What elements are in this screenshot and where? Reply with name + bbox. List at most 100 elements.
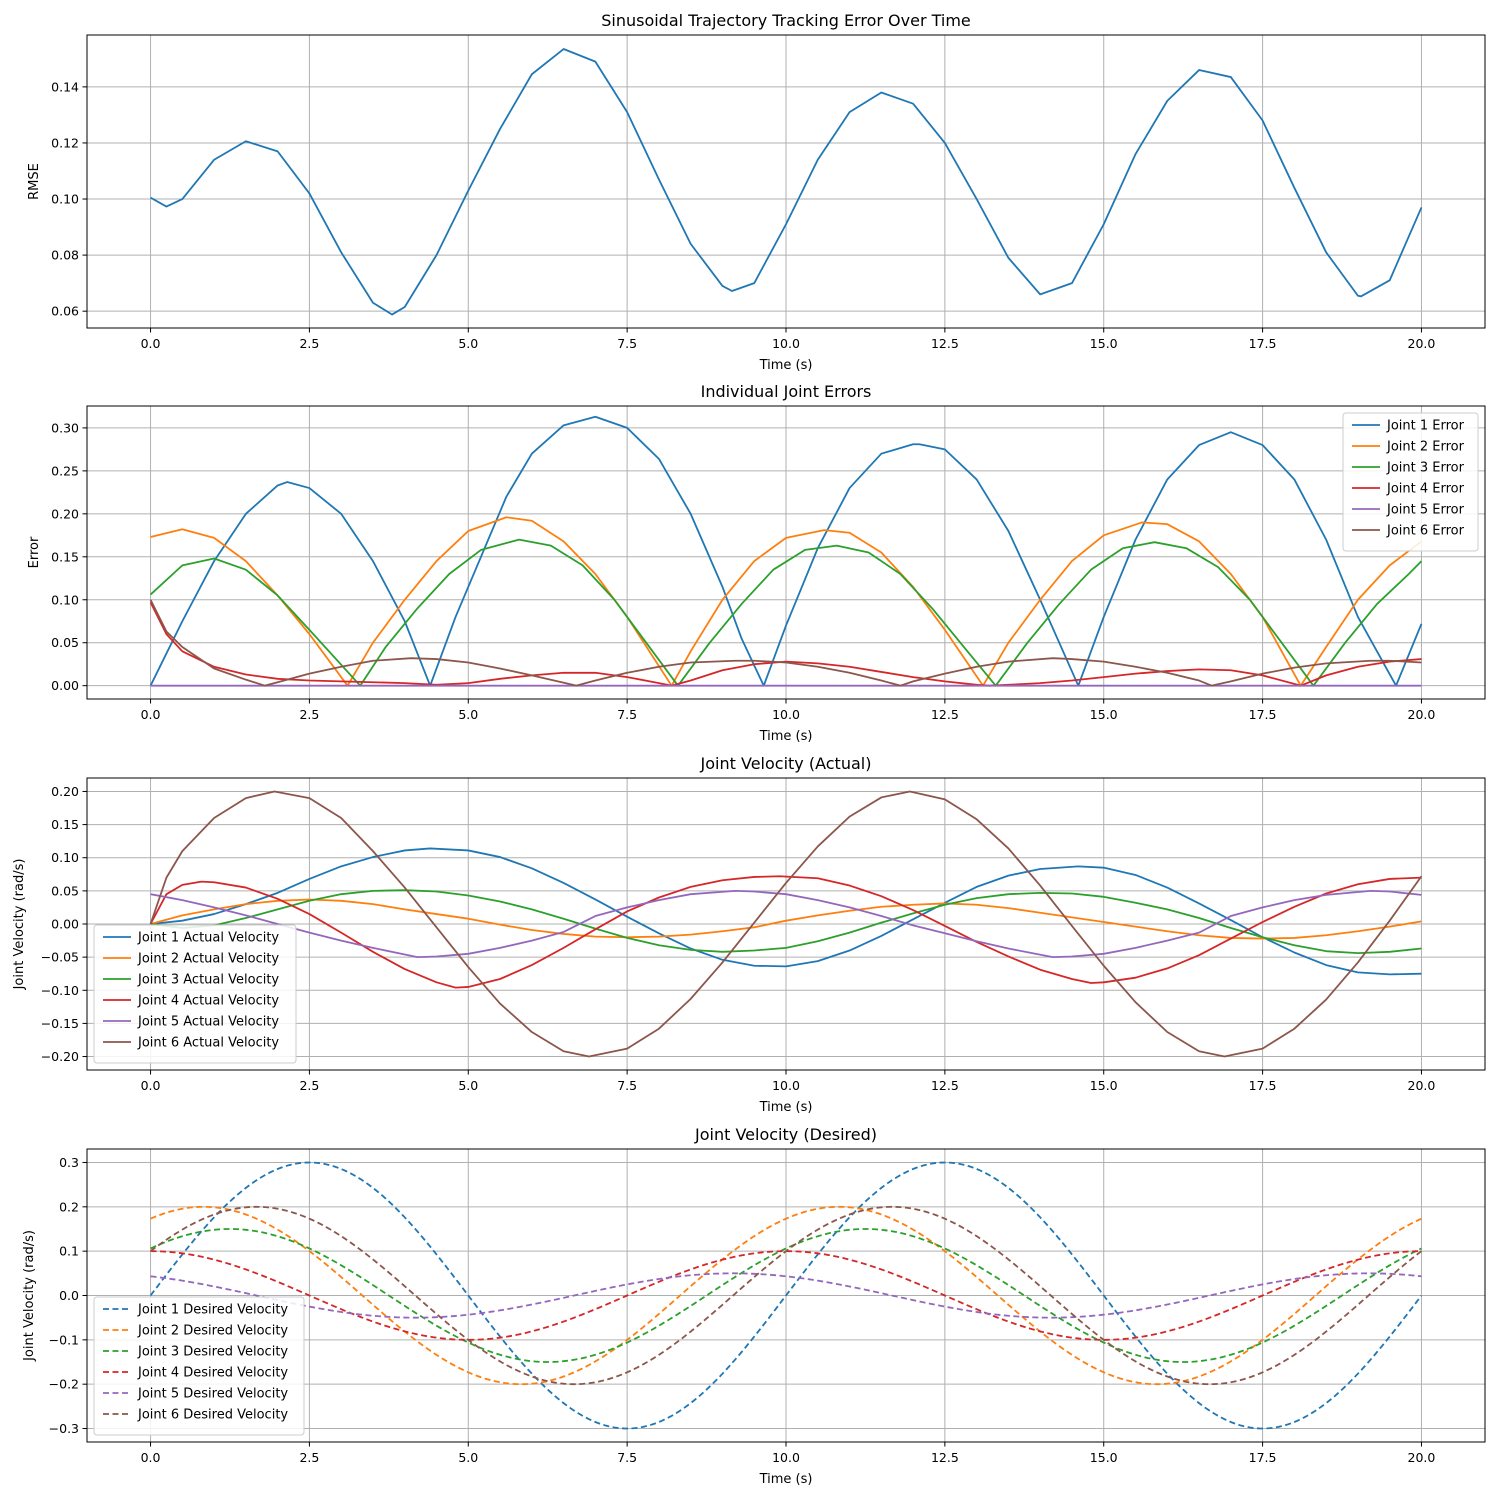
legend-label: Joint 5 Desired Velocity (137, 1387, 288, 1402)
y-tick-label: 0.12 (51, 135, 79, 150)
chart-title: Individual Joint Errors (701, 382, 872, 401)
x-axis-label: Time (s) (759, 358, 813, 373)
x-tick-label: 5.0 (458, 336, 478, 351)
series-group (149, 415, 1423, 687)
x-tick-label: 15.0 (1090, 336, 1118, 351)
x-tick-label: 5.0 (458, 1450, 478, 1465)
x-tick-label: 0.0 (141, 1450, 161, 1465)
legend: Joint 1 Actual Velocity Joint 2 Actual Ve… (93, 924, 297, 1064)
chart-panel-2: 0.0 2.5 5.0 7.5 10.0 12.5 15.0 17.5 20.0 0.00 0.05… (27, 382, 1486, 744)
y-tick-label: 0.05 (51, 635, 79, 650)
y-tick-label: −0.2 (49, 1377, 79, 1392)
x-tick-label: 20.0 (1408, 1078, 1436, 1093)
series-line-6 (149, 599, 1422, 687)
y-tick-label: 0.00 (51, 678, 79, 693)
x-tick-label: 0.0 (141, 707, 161, 722)
x-tick-label: 17.5 (1249, 1450, 1277, 1465)
legend-label: Joint 5 Error (1386, 503, 1465, 518)
legend-label: Joint 3 Desired Velocity (137, 1345, 288, 1360)
series-group (149, 1161, 1423, 1430)
x-tick-label: 2.5 (299, 1450, 319, 1465)
series-line-6 (149, 790, 1423, 1058)
x-tick-label: 5.0 (458, 707, 478, 722)
legend-label: Joint 1 Error (1386, 419, 1465, 434)
series-line-3 (150, 1228, 1422, 1363)
x-tick-label: 5.0 (458, 1078, 478, 1093)
y-tick-label: 0.1 (59, 1244, 79, 1259)
y-tick-label: 0.10 (51, 192, 79, 207)
legend-label: Joint 2 Desired Velocity (137, 1324, 288, 1339)
legend-label: Joint 4 Desired Velocity (137, 1366, 288, 1381)
x-tick-label: 7.5 (617, 707, 637, 722)
series-line-2 (150, 516, 1422, 687)
x-tick-label: 0.0 (141, 1078, 161, 1093)
y-axis-label: Joint Velocity (rad/s) (22, 1230, 37, 1362)
chart-title: Joint Velocity (Actual) (700, 754, 872, 773)
x-tick-label: 2.5 (299, 1078, 319, 1093)
y-tick-label: 0.15 (51, 549, 79, 564)
y-tick-label: 0.20 (51, 784, 79, 799)
series-line-6 (150, 1205, 1422, 1386)
series-line-2 (150, 898, 1422, 940)
x-tick-label: 17.5 (1249, 1078, 1277, 1093)
legend-label: Joint 6 Error (1386, 524, 1465, 539)
x-tick-label: 10.0 (772, 707, 800, 722)
chart-title: Sinusoidal Trajectory Tracking Error Ove… (601, 11, 971, 30)
x-tick-label: 7.5 (617, 1450, 637, 1465)
x-tick-label: 10.0 (772, 336, 800, 351)
x-axis-label: Time (s) (759, 1472, 813, 1487)
legend-label: Joint 5 Actual Velocity (137, 1015, 279, 1030)
y-tick-label: 0.08 (51, 248, 79, 263)
chart-panel-4: 0.0 2.5 5.0 7.5 10.0 12.5 15.0 17.5 20.0 −0.3 −0.2… (22, 1125, 1486, 1487)
x-axis-label: Time (s) (759, 729, 813, 744)
x-tick-label: 12.5 (931, 1078, 959, 1093)
y-tick-label: 0.05 (51, 883, 79, 898)
y-tick-label: 0.2 (59, 1199, 79, 1214)
x-tick-label: 15.0 (1090, 1078, 1118, 1093)
x-tick-label: 12.5 (931, 1450, 959, 1465)
x-tick-label: 20.0 (1408, 707, 1436, 722)
legend-label: Joint 3 Actual Velocity (137, 973, 279, 988)
y-tick-label: −0.15 (41, 1016, 79, 1031)
legend-label: Joint 6 Actual Velocity (137, 1036, 279, 1051)
y-axis-label: RMSE (27, 163, 42, 200)
series-line-1 (150, 847, 1422, 976)
y-tick-label: 0.20 (51, 506, 79, 521)
y-tick-label: 0.15 (51, 817, 79, 832)
series-line-5 (150, 889, 1422, 959)
x-tick-label: 20.0 (1408, 336, 1436, 351)
y-tick-label: 0.0 (59, 1288, 79, 1303)
series-line-1 (149, 1161, 1423, 1430)
y-axis-label: Joint Velocity (rad/s) (12, 859, 27, 991)
x-tick-label: 7.5 (617, 336, 637, 351)
legend-label: Joint 2 Error (1386, 440, 1465, 455)
series-group (149, 790, 1423, 1058)
x-tick-label: 2.5 (299, 707, 319, 722)
legend-box (1342, 412, 1479, 552)
y-tick-label: 0.10 (51, 850, 79, 865)
x-axis-label: Time (s) (759, 1100, 813, 1115)
y-tick-label: 0.06 (51, 304, 79, 319)
y-tick-label: −0.1 (49, 1332, 79, 1347)
y-tick-label: 0.00 (51, 917, 79, 932)
y-tick-label: −0.3 (49, 1421, 79, 1436)
chart-panel-1: 0.0 2.5 5.0 7.5 10.0 12.5 15.0 17.5 20.0 0.06 0.08… (27, 11, 1486, 373)
series-line-4 (150, 1250, 1422, 1341)
y-axis-label: Error (27, 536, 42, 568)
x-tick-label: 12.5 (931, 336, 959, 351)
x-tick-label: 12.5 (931, 707, 959, 722)
legend-label: Joint 4 Actual Velocity (137, 994, 279, 1009)
series-line-1 (150, 48, 1423, 316)
x-tick-label: 20.0 (1408, 1450, 1436, 1465)
y-tick-label: 0.14 (51, 79, 79, 94)
x-tick-label: 10.0 (772, 1078, 800, 1093)
x-tick-label: 0.0 (141, 336, 161, 351)
y-tick-label: −0.20 (41, 1049, 79, 1064)
legend-label: Joint 1 Desired Velocity (137, 1303, 288, 1318)
series-group (150, 48, 1423, 316)
y-tick-label: 0.10 (51, 592, 79, 607)
legend-box (93, 924, 297, 1064)
legend-label: Joint 1 Actual Velocity (137, 931, 279, 946)
legend-label: Joint 4 Error (1386, 482, 1465, 497)
chart-panel-3: 0.0 2.5 5.0 7.5 10.0 12.5 15.0 17.5 20.0 −0.20 −0.… (12, 754, 1486, 1115)
